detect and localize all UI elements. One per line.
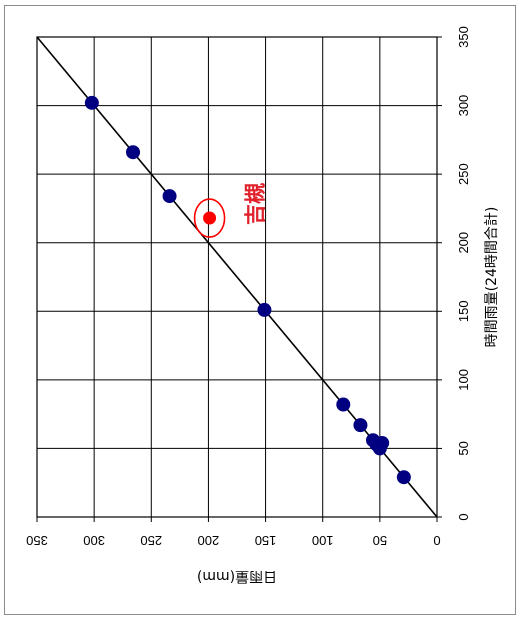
x-tick-label: 250 (456, 163, 471, 185)
data-point (396, 470, 411, 485)
data-point (126, 145, 140, 160)
x-tick-label: 150 (456, 300, 471, 322)
highlight-point (203, 211, 217, 225)
y-tick-label: 300 (83, 533, 105, 548)
x-tick-label: 100 (456, 369, 471, 391)
highlight-ring (193, 198, 226, 238)
y-tick-label: 200 (198, 533, 220, 548)
y-tick-label: 50 (373, 533, 387, 548)
data-point (257, 302, 272, 317)
annotation-label: 吉槻 (244, 183, 268, 225)
x-tick-label: 300 (456, 95, 471, 117)
x-tick-label: 50 (456, 441, 471, 455)
y-tick-label: 100 (312, 533, 334, 548)
x-tick-label: 350 (456, 26, 471, 48)
y-tick-label: 350 (26, 533, 48, 548)
data-point (353, 418, 368, 433)
y-tick-label: 150 (255, 533, 277, 548)
y-tick-label: 250 (140, 533, 162, 548)
data-point (375, 435, 390, 450)
x-tick-label: 200 (456, 232, 471, 254)
chart-frame (4, 5, 516, 615)
data-point (84, 95, 99, 110)
data-point (336, 397, 351, 412)
data-point (162, 189, 177, 204)
x-axis-title: 時間雨量(24時間合計) (484, 207, 500, 348)
x-tick-label: 0 (456, 513, 471, 520)
plot-border (36, 36, 438, 518)
y-axis-title: 日雨量(mm) (197, 568, 277, 584)
y-tick-label: 0 (433, 533, 440, 548)
plot-area: 0 50 100 150 200 250 300 350 0 50 100 150 200 250 300 3… (26, 26, 471, 548)
